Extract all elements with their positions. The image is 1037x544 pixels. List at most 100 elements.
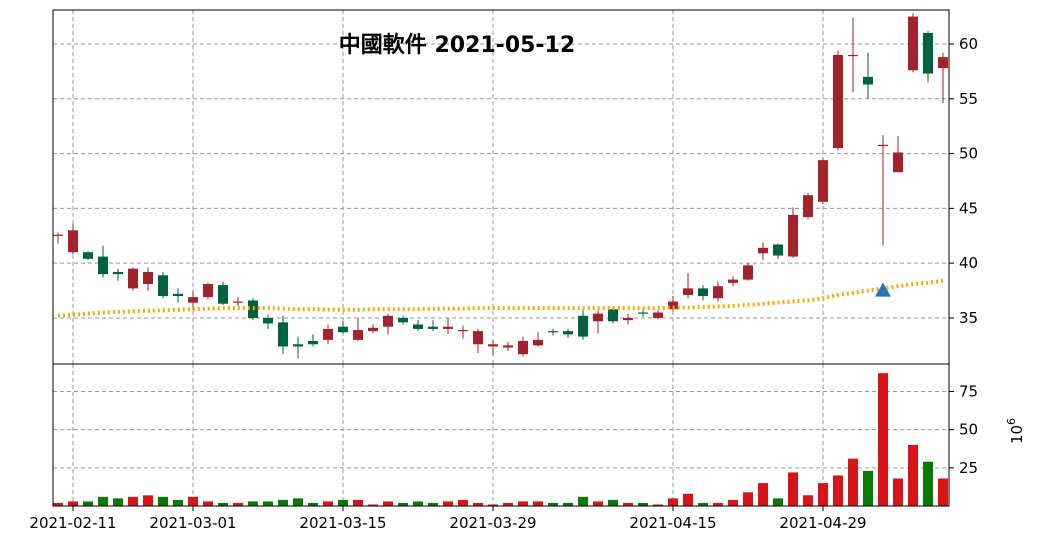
candle — [893, 136, 903, 173]
volume-bar — [548, 502, 558, 506]
candle — [218, 281, 228, 305]
volume-bar — [308, 502, 318, 506]
candle-body — [173, 293, 183, 297]
volume-bar — [788, 472, 798, 506]
candle-body — [533, 339, 543, 346]
volume-bar — [773, 498, 783, 506]
candle — [803, 193, 813, 220]
price-tick-label: 55 — [959, 90, 978, 108]
candle-body — [938, 57, 948, 69]
candle — [548, 328, 558, 336]
volume-bar — [848, 458, 858, 506]
candle — [773, 243, 783, 259]
volume-bar — [128, 496, 138, 506]
candle-body — [698, 288, 708, 297]
volume-bar — [833, 475, 843, 506]
candle-body — [518, 340, 528, 355]
volume-bar — [203, 501, 213, 506]
volume-bar — [443, 501, 453, 506]
volume-tick-label: 50 — [959, 421, 978, 439]
volume-bar — [503, 502, 513, 506]
candle-body — [728, 279, 738, 283]
candle-body — [83, 252, 93, 259]
chart-title: 中國軟件 2021-05-12 — [339, 32, 575, 58]
volume-bar — [83, 501, 93, 506]
candle — [263, 314, 273, 329]
volume-bar — [743, 492, 753, 506]
candle-body — [788, 214, 798, 257]
candle-body — [158, 275, 168, 297]
candle — [578, 310, 588, 340]
candle — [743, 263, 753, 281]
price-tick-label: 40 — [959, 254, 978, 272]
candle — [158, 271, 168, 299]
candle-body — [368, 327, 378, 332]
candle — [293, 336, 303, 359]
candle — [233, 297, 243, 306]
candle — [83, 251, 93, 260]
volume-bar — [458, 499, 468, 506]
candle — [53, 232, 63, 244]
candle — [353, 317, 363, 341]
volume-bar — [323, 501, 333, 506]
volume-bar — [908, 444, 918, 506]
candle-body — [848, 54, 858, 57]
candle — [848, 17, 858, 93]
volume-unit-text: 106 — [1005, 418, 1026, 444]
candle — [338, 321, 348, 334]
volume-bar — [563, 502, 573, 506]
volume-bar — [683, 493, 693, 506]
volume-bar — [53, 502, 63, 506]
volume-bar — [713, 502, 723, 506]
candle-body — [863, 76, 873, 85]
candle-body — [503, 345, 513, 348]
volume-bar — [233, 502, 243, 506]
candle — [68, 223, 78, 255]
candle-body — [338, 326, 348, 333]
candle — [173, 288, 183, 303]
volume-bar — [623, 502, 633, 506]
volume-bar — [173, 499, 183, 506]
candle-body — [218, 285, 228, 304]
candle — [533, 332, 543, 347]
candle-body — [878, 144, 888, 147]
volume-bar — [593, 501, 603, 506]
candle-body — [398, 317, 408, 323]
volume-bar — [368, 504, 378, 506]
candle — [368, 324, 378, 334]
candle — [833, 50, 843, 151]
candle — [623, 313, 633, 325]
volume-unit-label: 106 — [1005, 418, 1026, 444]
volume-bar — [518, 501, 528, 506]
candle — [788, 207, 798, 258]
candle — [713, 281, 723, 302]
volume-bar — [473, 502, 483, 506]
x-tick-label: 2021-04-15 — [629, 514, 716, 532]
candle — [683, 273, 693, 299]
candle — [638, 309, 648, 317]
price-tick-label: 45 — [959, 199, 978, 217]
candle — [428, 320, 438, 332]
candle-body — [818, 160, 828, 202]
candle-body — [653, 312, 663, 318]
candle — [698, 285, 708, 301]
candle — [878, 134, 888, 246]
candle — [383, 313, 393, 335]
candle-body — [458, 330, 468, 332]
candle-body — [668, 301, 678, 310]
volume-bar — [938, 478, 948, 506]
volume-bar — [158, 496, 168, 506]
candle-body — [743, 265, 753, 280]
volume-bar — [143, 495, 153, 506]
candle — [473, 328, 483, 354]
volume-bar — [413, 501, 423, 506]
volume-bar — [488, 504, 498, 506]
candle-body — [908, 16, 918, 71]
volume-bar — [923, 461, 933, 506]
candle-body — [833, 54, 843, 149]
candle-body — [638, 312, 648, 314]
volume-bar — [878, 373, 888, 506]
candle — [443, 317, 453, 335]
candle-body — [773, 244, 783, 256]
